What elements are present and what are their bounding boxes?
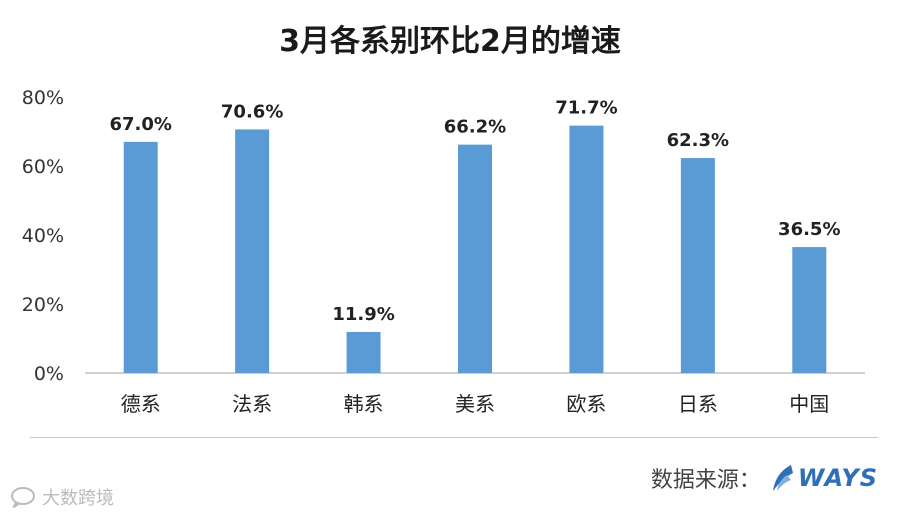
watermark: 大数跨境: [10, 484, 114, 510]
data-label: 67.0%: [109, 114, 171, 135]
y-tick-label: 20%: [22, 294, 64, 316]
y-tick-label: 0%: [34, 363, 64, 385]
bar-6: [680, 158, 715, 373]
ways-logo: WAYS: [769, 463, 878, 493]
data-label: 11.9%: [332, 304, 394, 325]
x-category-label: 欧系: [566, 392, 606, 416]
source-attribution: 数据来源： WAYS: [651, 462, 878, 494]
source-label: 数据来源：: [650, 468, 761, 493]
x-category-label: 日系: [678, 392, 718, 416]
data-label: 70.6%: [221, 101, 283, 122]
bar-chart: 0% 20% 40% 60% 80% 67.0% 德系 70.6% 法系 11.9% 韩系 66.2%…: [22, 87, 865, 416]
chat-bubble-icon: [11, 487, 35, 508]
bar-7: [792, 247, 827, 373]
y-tick-label: 80%: [22, 87, 64, 109]
bar-3: [346, 331, 381, 373]
data-label: 66.2%: [444, 117, 506, 138]
data-label: 36.5%: [778, 219, 840, 240]
y-tick-label: 60%: [22, 156, 64, 178]
ways-swoosh-icon: [772, 465, 793, 491]
x-category-label: 德系: [121, 392, 161, 416]
footer-divider: [30, 437, 878, 438]
bar-1: [123, 141, 158, 373]
x-category-label: 法系: [232, 392, 272, 416]
watermark-text: 大数跨境: [42, 488, 114, 509]
logo-text: WAYS: [797, 464, 878, 492]
data-label: 71.7%: [555, 98, 617, 119]
y-tick-label: 40%: [22, 225, 64, 247]
bar-5: [569, 125, 604, 373]
x-category-label: 韩系: [344, 392, 384, 416]
x-category-label: 美系: [455, 392, 495, 416]
bar-2: [235, 129, 270, 373]
bar-4: [458, 144, 492, 373]
x-category-label: 中国: [789, 392, 829, 416]
data-label: 62.3%: [667, 130, 729, 151]
chart-title: 3月各系别环比2月的增速: [279, 24, 621, 59]
